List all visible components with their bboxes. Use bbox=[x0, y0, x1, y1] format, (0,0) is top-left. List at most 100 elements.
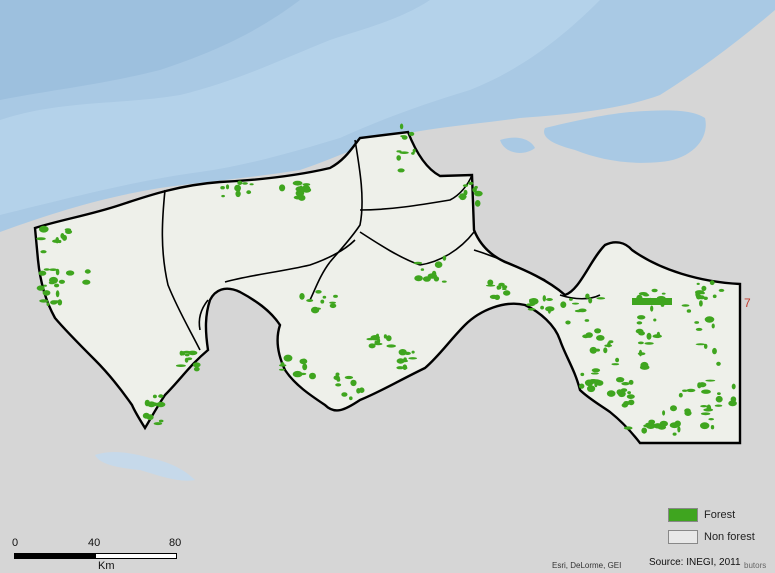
forest-patch bbox=[591, 368, 601, 373]
forest-patch bbox=[413, 261, 423, 265]
forest-patch bbox=[36, 237, 46, 241]
forest-patch bbox=[697, 382, 702, 389]
forest-patch bbox=[315, 307, 321, 310]
forest-patch bbox=[701, 389, 711, 394]
forest-patch bbox=[645, 422, 655, 426]
forest-patch bbox=[542, 295, 546, 302]
forest-patch bbox=[179, 350, 184, 356]
forest-patch bbox=[54, 283, 60, 288]
forest-patch bbox=[623, 401, 630, 406]
forest-patch bbox=[712, 294, 717, 299]
forest-patch bbox=[695, 290, 705, 295]
forest-patch bbox=[278, 368, 286, 371]
attribution-contributors: butors bbox=[744, 561, 767, 570]
forest-patch bbox=[82, 279, 91, 285]
forest-patch bbox=[728, 400, 737, 407]
forest-patch bbox=[412, 148, 416, 153]
forest-patch bbox=[608, 340, 614, 344]
forest-patch bbox=[501, 288, 507, 290]
forest-patch bbox=[681, 304, 690, 307]
forest-patch bbox=[565, 320, 571, 325]
scale-tick-40: 40 bbox=[88, 537, 101, 549]
forest-patch bbox=[635, 328, 644, 334]
forest-patch bbox=[677, 426, 681, 433]
forest-patch bbox=[711, 323, 715, 329]
forest-patch bbox=[220, 186, 225, 190]
forest-patch bbox=[242, 182, 248, 185]
forest-patch bbox=[249, 183, 254, 186]
forest-patch bbox=[588, 379, 598, 384]
forest-patch bbox=[560, 301, 567, 309]
forest-patch bbox=[628, 379, 634, 385]
forest-patch bbox=[279, 184, 286, 192]
forest-patch bbox=[420, 268, 425, 271]
forest-patch bbox=[374, 340, 379, 345]
forest-patch bbox=[411, 350, 415, 354]
forest-patch bbox=[39, 225, 49, 233]
forest-patch bbox=[463, 189, 468, 196]
forest-patch bbox=[644, 342, 654, 345]
scale-bar: 0 40 80 Km bbox=[12, 537, 182, 573]
forest-patch bbox=[643, 293, 650, 297]
forest-patch bbox=[408, 357, 418, 360]
map-legend: Forest Non forest bbox=[668, 505, 768, 549]
forest-patch bbox=[653, 318, 657, 322]
forest-patch bbox=[158, 419, 164, 423]
forest-patch bbox=[193, 366, 200, 372]
forest-patch bbox=[142, 412, 150, 419]
forest-patch bbox=[175, 364, 186, 368]
forest-patch bbox=[38, 270, 47, 276]
sea-shallow bbox=[0, 0, 600, 215]
forest-patch bbox=[306, 299, 314, 302]
reservoir bbox=[95, 452, 195, 481]
forest-patch bbox=[700, 405, 708, 408]
forest-patch bbox=[329, 303, 337, 309]
forest-patch bbox=[503, 290, 511, 296]
forest-patch bbox=[703, 343, 708, 349]
forest-patch bbox=[662, 410, 666, 416]
forest-patch bbox=[411, 152, 415, 155]
forest-patch bbox=[396, 358, 405, 364]
forest-patch bbox=[42, 290, 51, 296]
forest-patch bbox=[571, 302, 580, 305]
forest-patch bbox=[596, 297, 606, 300]
forest-swatch bbox=[668, 508, 698, 522]
forest-patch bbox=[184, 357, 189, 363]
forest-patch bbox=[404, 366, 408, 370]
nonforest-swatch bbox=[668, 530, 698, 544]
forest-patch bbox=[580, 372, 585, 377]
forest-patch bbox=[696, 282, 700, 285]
forest-patch bbox=[333, 294, 338, 298]
forest-patch bbox=[708, 418, 714, 421]
forest-patch bbox=[302, 183, 311, 186]
scale-segment-black bbox=[15, 554, 96, 558]
forest-patch bbox=[661, 292, 666, 295]
forest-patch bbox=[39, 299, 49, 303]
forest-patch bbox=[280, 362, 285, 366]
forest-patch bbox=[621, 382, 630, 386]
forest-patch bbox=[320, 299, 325, 304]
forest-patch bbox=[545, 298, 553, 301]
forest-patch bbox=[589, 346, 597, 354]
forest-patch bbox=[408, 131, 415, 136]
forest-patch bbox=[246, 190, 252, 195]
forest-patch bbox=[623, 426, 633, 430]
forest-patch bbox=[422, 276, 431, 282]
forest-patch bbox=[335, 383, 342, 387]
forest-patch bbox=[615, 357, 620, 363]
forest-patch bbox=[52, 239, 60, 243]
scale-bar-graphic bbox=[14, 553, 177, 559]
forest-patch bbox=[710, 425, 715, 430]
forest-patch bbox=[627, 391, 631, 395]
forest-patch bbox=[234, 184, 242, 192]
forest-patch bbox=[638, 349, 643, 357]
scale-unit: Km bbox=[98, 560, 115, 572]
forest-patch bbox=[651, 288, 658, 293]
forest-patch bbox=[298, 194, 306, 201]
legend-label-nonforest: Non forest bbox=[704, 531, 755, 543]
forest-patch bbox=[641, 427, 647, 434]
forest-patch bbox=[695, 343, 706, 346]
forest-patch bbox=[569, 298, 573, 301]
